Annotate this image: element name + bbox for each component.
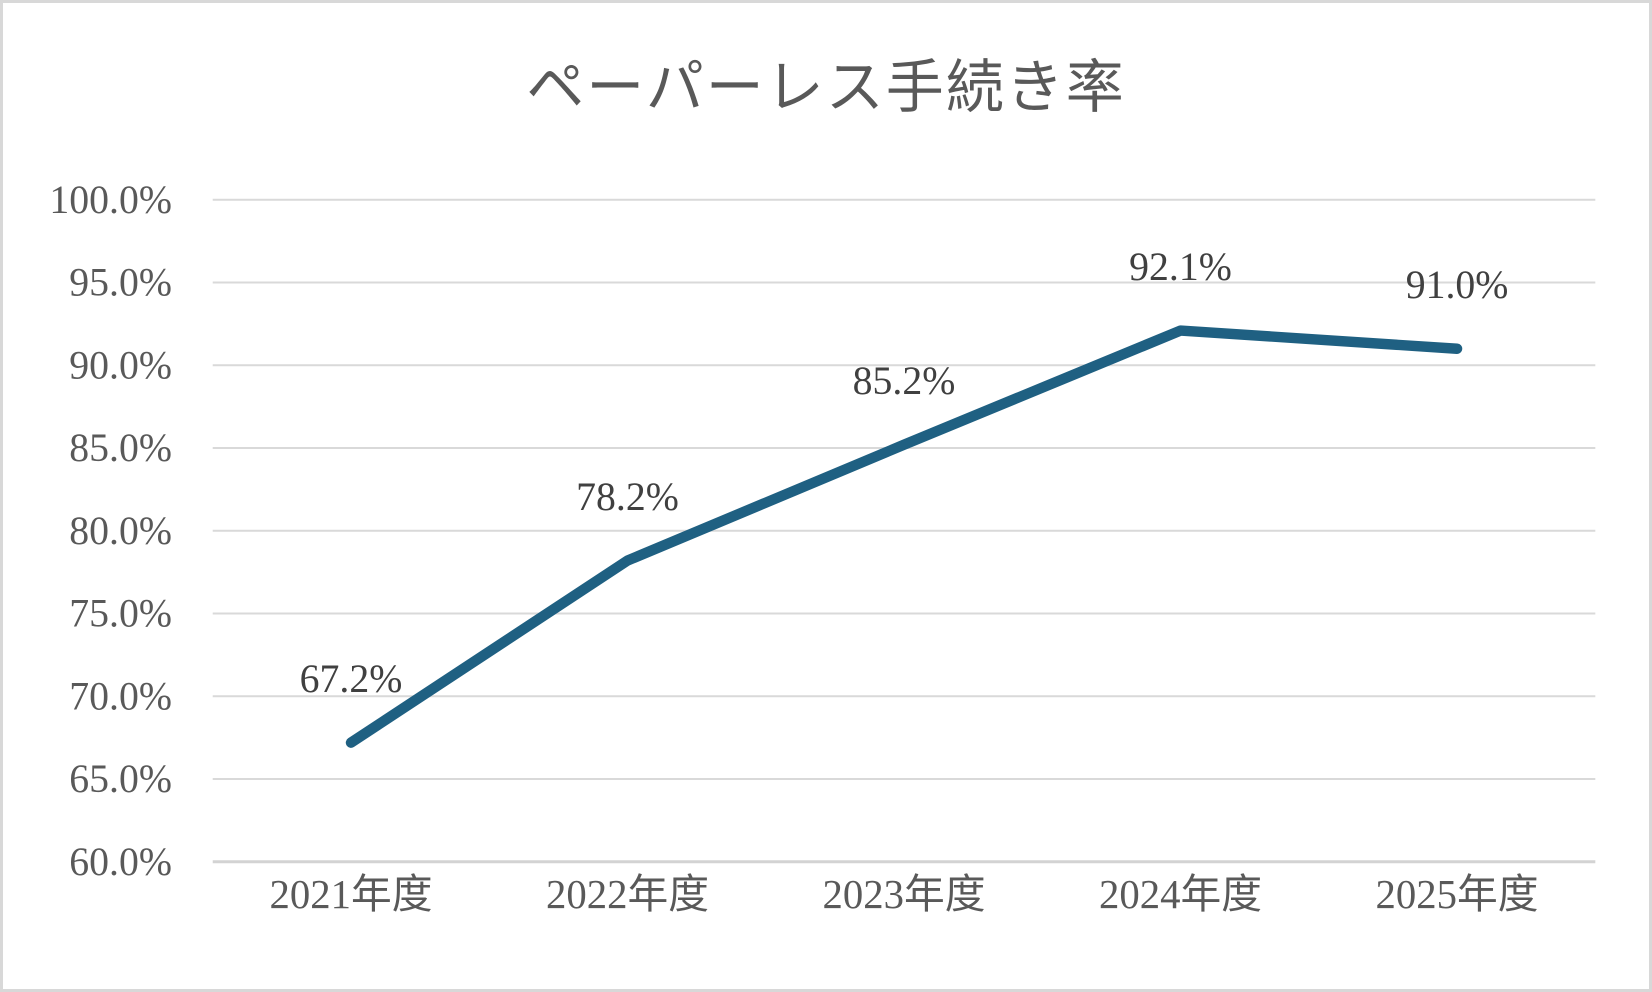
series-line: [345, 325, 1463, 748]
data-label: 78.2%: [576, 475, 679, 519]
y-axis-tick-label: 80.0%: [69, 509, 172, 553]
data-label: 67.2%: [300, 657, 403, 701]
y-axis-tick-label: 95.0%: [69, 261, 172, 305]
y-axis-tick-label: 75.0%: [69, 592, 172, 636]
data-label: 91.0%: [1406, 263, 1509, 307]
y-axis-tick-label: 70.0%: [69, 674, 172, 718]
data-label: 92.1%: [1129, 245, 1232, 289]
data-label: 85.2%: [853, 359, 956, 403]
chart-title: ペーパーレス手続き率: [526, 55, 1126, 120]
x-axis-tick-label: 2024年度: [1099, 872, 1262, 917]
y-axis-tick-label: 60.0%: [69, 840, 172, 884]
x-axis-tick-label: 2022年度: [546, 872, 709, 917]
y-axis-tick-label: 85.0%: [69, 426, 172, 470]
y-axis-tick-label: 65.0%: [69, 757, 172, 801]
y-axis-tick-label: 90.0%: [69, 343, 172, 387]
x-axis-tick-label: 2021年度: [269, 872, 432, 917]
x-axis-tick-label: 2025年度: [1376, 872, 1539, 917]
x-axis-tick-label: 2023年度: [823, 872, 986, 917]
line-chart-plot: 100.0% 95.0% 90.0% 85.0% 80.0% 75.0% 70.0% 65.0…: [49, 178, 1596, 917]
y-axis-tick-label: 100.0%: [49, 178, 172, 222]
